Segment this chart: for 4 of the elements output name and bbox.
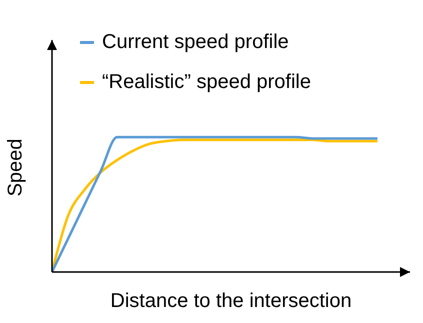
legend-label: “Realistic” speed profile <box>102 70 311 94</box>
x-axis-title: Distance to the intersection <box>109 290 353 313</box>
y-axis-title: Speed <box>4 138 28 198</box>
legend-label: Current speed profile <box>102 30 289 54</box>
